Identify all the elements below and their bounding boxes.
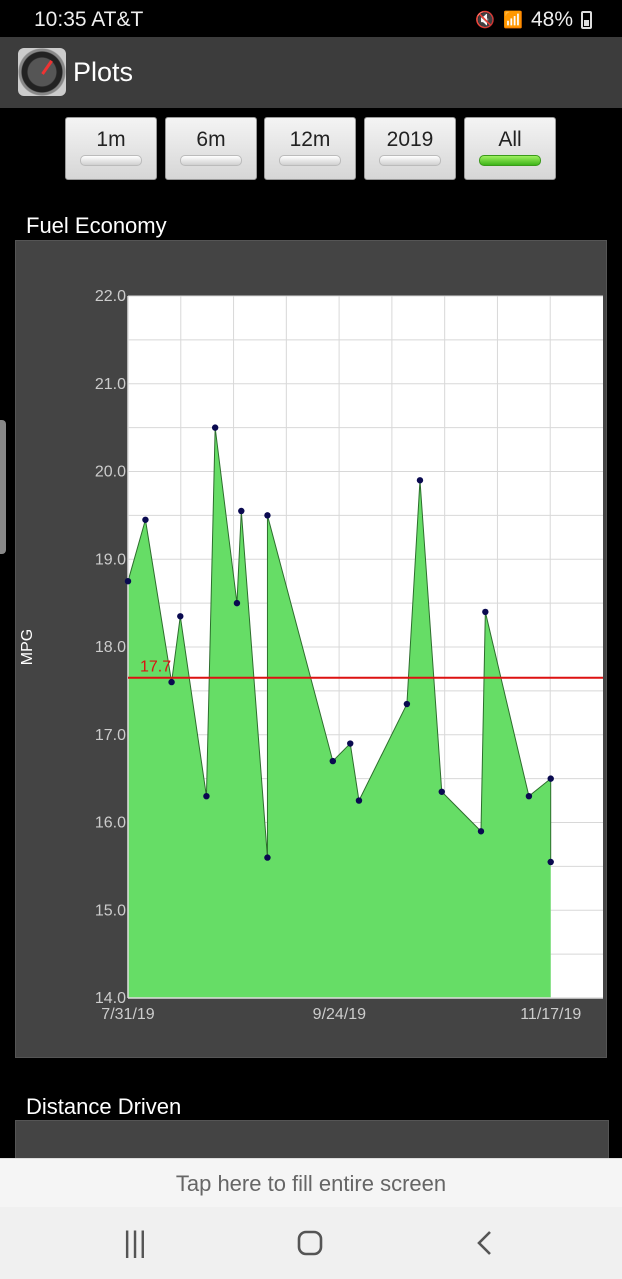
data-point: [203, 792, 210, 800]
y-tick-label: 20.0: [95, 464, 126, 481]
navigation-bar: |||: [0, 1207, 622, 1279]
back-shape: [477, 1231, 491, 1255]
data-point: [355, 797, 363, 804]
data-point: [177, 613, 184, 620]
range-button-6m[interactable]: 6m: [165, 117, 257, 180]
data-point: [329, 757, 337, 765]
y-tick-label: 19.0: [95, 551, 126, 568]
home-icon[interactable]: [280, 1221, 340, 1265]
data-point: [403, 700, 411, 708]
recent-apps-icon[interactable]: |||: [123, 1226, 147, 1259]
range-button-all[interactable]: All: [464, 117, 556, 180]
data-point: [124, 577, 132, 585]
range-button-12m[interactable]: 12m: [264, 117, 356, 180]
range-button-label: 1m: [96, 128, 126, 151]
wifi-icon: 📶: [503, 12, 523, 29]
range-indicator: [479, 155, 541, 166]
range-button-label: 6m: [196, 128, 226, 151]
y-tick-label: 18.0: [95, 639, 126, 656]
x-tick-label: 9/24/19: [313, 1006, 366, 1023]
battery-percent: 48%: [530, 8, 573, 31]
gauge-icon[interactable]: [18, 48, 66, 96]
data-point: [238, 507, 245, 515]
fuel-economy-area: [128, 427, 551, 998]
chart-canvas: 17.7 22.0 21.0 20.0 19.0 18.0 17.0 16.0 15.0 14.0…: [19, 288, 603, 1023]
back-icon[interactable]: [455, 1221, 515, 1265]
data-point: [233, 599, 241, 607]
distance-driven-title: Distance Driven: [26, 1094, 182, 1119]
y-axis-label: MPG: [19, 629, 36, 665]
y-tick-label: 22.0: [95, 288, 126, 305]
data-point: [168, 678, 175, 686]
data-point: [142, 516, 149, 523]
data-point: [547, 775, 554, 782]
data-point: [264, 854, 271, 861]
fill-screen-text: Tap here to fill entire screen: [175, 1171, 447, 1196]
home-shape: [297, 1230, 323, 1256]
y-tick-label: 21.0: [95, 376, 126, 393]
status-icons: 🔇 📶 48%: [475, 8, 592, 32]
battery-icon: [581, 11, 592, 29]
range-button-1m[interactable]: 1m: [65, 117, 157, 180]
y-tick-label: 16.0: [95, 815, 126, 832]
page-title: Plots: [73, 57, 134, 87]
y-tick-label: 14.0: [95, 990, 126, 1007]
range-indicator: [80, 155, 142, 166]
range-indicator: [379, 155, 441, 166]
range-button-label: 12m: [289, 128, 331, 151]
data-point: [547, 858, 554, 866]
data-point: [477, 828, 485, 835]
status-time: 10:35 AT&T: [34, 8, 144, 31]
data-point: [482, 608, 489, 616]
x-tick-label: 7/31/19: [101, 1006, 154, 1023]
distance-driven-chart[interactable]: [15, 1120, 609, 1161]
action-bar: Plots: [0, 37, 622, 108]
range-button-label: 2019: [386, 128, 434, 151]
x-tick-label: 11/17/19: [520, 1006, 581, 1023]
data-point: [525, 792, 533, 800]
range-indicator: [180, 155, 242, 166]
data-point: [416, 477, 424, 484]
fuel-economy-title: Fuel Economy: [26, 213, 167, 238]
data-point: [264, 512, 271, 519]
range-button-label: All: [498, 128, 522, 151]
fuel-economy-chart[interactable]: 17.7 22.0 21.0 20.0 19.0 18.0 17.0 16.0 15.0 14.0…: [15, 240, 607, 1058]
y-tick-label: 17.0: [95, 727, 126, 744]
status-bar: 10:35 AT&T 🔇 📶 48%: [0, 0, 622, 38]
average-label: 17.7: [140, 659, 171, 676]
range-button-2019[interactable]: 2019: [364, 117, 456, 180]
edge-panel-handle[interactable]: [0, 420, 6, 554]
range-indicator: [279, 155, 341, 166]
y-tick-label: 15.0: [95, 902, 126, 919]
mute-icon: 🔇: [475, 12, 496, 29]
data-point: [438, 788, 445, 795]
data-point: [211, 424, 219, 431]
fill-screen-bar[interactable]: Tap here to fill entire screen: [0, 1158, 622, 1208]
data-point: [347, 740, 354, 747]
